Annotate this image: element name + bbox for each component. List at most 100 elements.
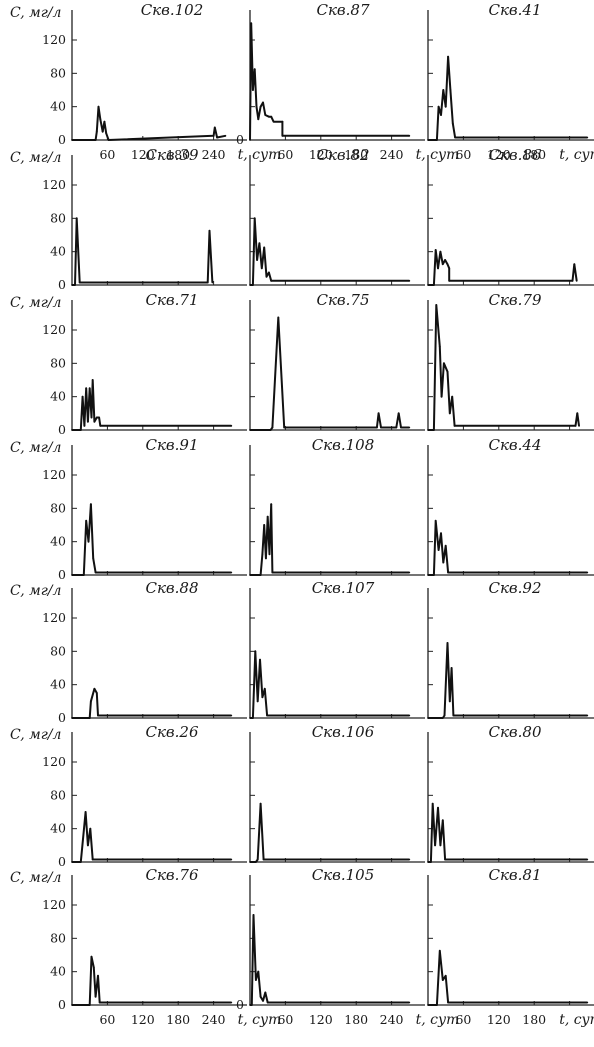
y-tick-label: 0 (236, 132, 244, 147)
subplot-2: 0 60 120 180 240 t, сут Скв.87 (236, 1, 459, 163)
data-point (441, 979, 444, 981)
data-point (586, 1001, 589, 1004)
chart-title: Скв.71 (145, 291, 198, 309)
y-tick-label: 80 (50, 355, 66, 370)
data-point (91, 858, 94, 861)
data-point (90, 955, 93, 958)
data-point (99, 424, 102, 427)
data-point (252, 717, 254, 719)
data-point (441, 819, 444, 822)
x-tick-label: 180 (522, 1012, 546, 1027)
data-point (71, 139, 73, 141)
chart-title: Скв.75 (316, 291, 369, 309)
concentration-line (428, 304, 580, 431)
data-point (71, 574, 73, 576)
data-point (447, 1001, 449, 1004)
data-point (230, 424, 233, 427)
data-point (433, 429, 435, 431)
concentration-line (428, 802, 588, 863)
data-point (71, 717, 73, 719)
data-point (440, 114, 442, 116)
y-tick-label: 80 (50, 787, 66, 802)
concentration-line (250, 217, 410, 286)
data-point (448, 412, 451, 415)
concentration-line (72, 503, 232, 576)
data-point (71, 861, 73, 863)
data-point (427, 139, 429, 141)
data-point (256, 259, 258, 261)
data-point (255, 979, 257, 981)
y-tick-label: 0 (58, 710, 66, 725)
data-point (586, 571, 589, 574)
y-tick-label: 80 (50, 210, 66, 225)
data-point (448, 279, 451, 282)
y-tick-label: 0 (58, 854, 66, 869)
data-point (256, 858, 259, 861)
y-tick-label: 120 (42, 322, 66, 337)
x-tick-label: 240 (202, 1012, 226, 1027)
subplot-8: Скв.75 (249, 291, 425, 431)
data-point (269, 429, 272, 431)
data-point (249, 139, 251, 141)
subplot-16: 0 40 80 120 C, мг/л Скв.26 (10, 723, 247, 869)
data-point (263, 687, 266, 690)
subplot-18: Скв.80 (427, 723, 594, 863)
data-point (261, 696, 264, 699)
data-point (252, 284, 254, 286)
data-point (89, 700, 92, 703)
data-point (89, 827, 92, 830)
data-point (94, 139, 97, 141)
data-point (89, 503, 92, 506)
y-tick-label: 0 (58, 997, 66, 1012)
x-axis-unit: t, сут (559, 1012, 594, 1028)
data-point (79, 861, 82, 863)
subplot-13: 0 40 80 120 C, мг/л Скв.88 (10, 579, 247, 725)
data-point (265, 275, 268, 278)
data-point (438, 345, 441, 348)
data-point (254, 650, 257, 653)
data-point (447, 571, 449, 574)
data-point (408, 134, 411, 137)
chart-title: Скв.39 (145, 146, 198, 164)
data-point (212, 134, 215, 137)
data-point (252, 914, 255, 916)
data-point (440, 395, 443, 398)
x-tick-label: 60 (455, 147, 471, 162)
x-tick-label: 120 (487, 1012, 511, 1027)
data-point (93, 420, 96, 423)
y-tick-label: 40 (50, 821, 66, 836)
subplot-3: 60 120 180 t, сут Скв.41 (427, 1, 594, 163)
data-point (97, 714, 99, 717)
y-tick-label: 0 (58, 132, 66, 147)
y-axis-label: C, мг/л (10, 150, 61, 166)
chart-title: Скв.82 (316, 146, 369, 164)
y-tick-label: 120 (42, 467, 66, 482)
data-point (253, 217, 256, 220)
data-point (375, 426, 378, 429)
chart-title: Скв.76 (145, 866, 198, 884)
data-point (71, 429, 73, 431)
subplot-15: Скв.92 (427, 579, 594, 719)
data-point (586, 136, 589, 139)
y-tick-label: 40 (50, 534, 66, 549)
data-point (230, 858, 233, 861)
data-point (446, 370, 449, 373)
data-point (443, 714, 446, 717)
data-point (206, 281, 209, 284)
data-point (230, 714, 233, 717)
concentration-line (250, 316, 410, 431)
y-axis-label: C, мг/л (10, 440, 61, 456)
data-point (395, 426, 398, 429)
x-tick-label: 180 (344, 1012, 368, 1027)
data-point (573, 263, 576, 266)
data-point (268, 553, 271, 556)
chart-title: Скв.80 (488, 723, 541, 741)
subplot-1: 0 40 80 120 60 120 180 240 t, сут C, мг/л Скв.102 (10, 1, 281, 163)
data-point (264, 991, 267, 994)
data-point (271, 426, 274, 429)
data-point (442, 561, 445, 564)
data-point (79, 429, 82, 431)
y-axis-label: C, мг/л (10, 727, 61, 743)
data-point (427, 717, 429, 719)
data-point (435, 304, 438, 306)
